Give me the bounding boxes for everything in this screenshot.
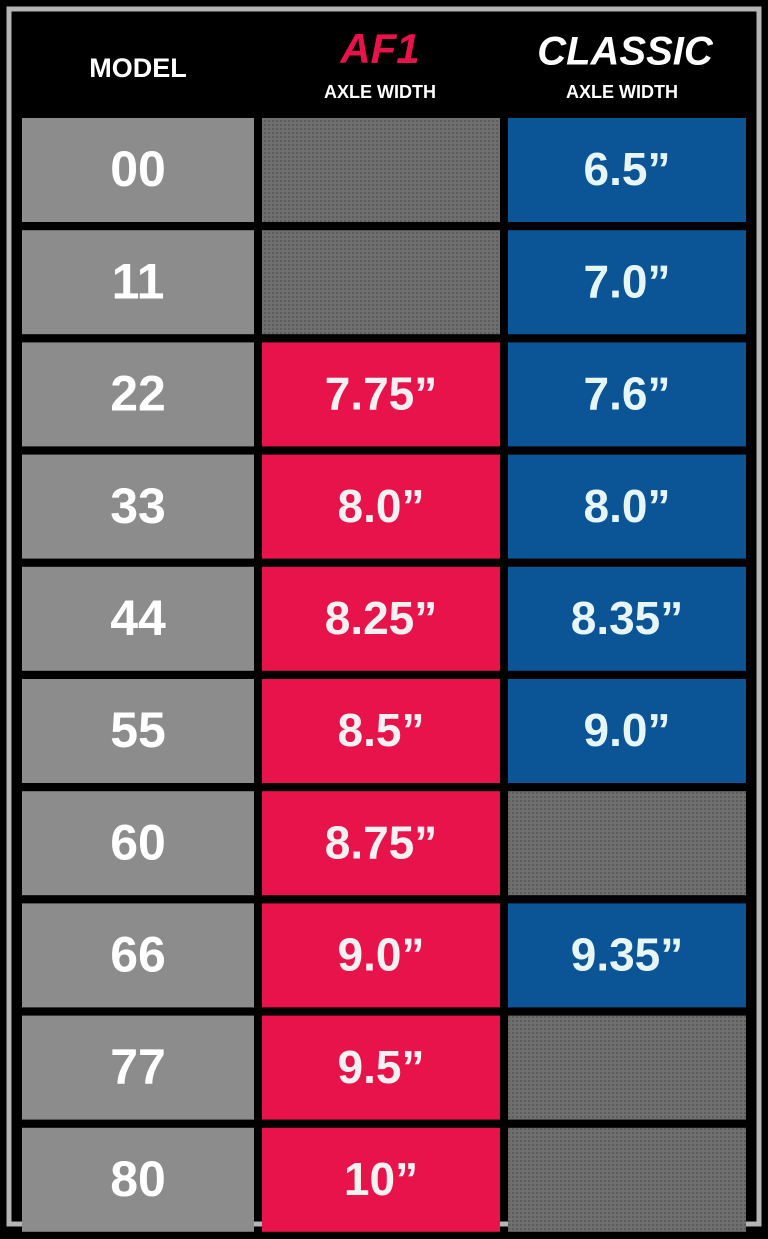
af1-value: 8.75” xyxy=(325,816,438,868)
model-cell xyxy=(22,1127,254,1232)
af1-cell xyxy=(262,679,500,783)
af1-cell xyxy=(262,566,500,671)
classic-value: 8.35” xyxy=(571,592,684,644)
af1-value: 8.0” xyxy=(338,480,425,532)
model-cell xyxy=(22,566,254,671)
af1-value: 9.0” xyxy=(338,929,425,981)
af1-cell xyxy=(262,454,500,559)
classic-cell xyxy=(508,1127,746,1232)
model-cell xyxy=(22,454,254,559)
af1-cell xyxy=(262,1015,500,1120)
af1-value: 7.75” xyxy=(325,368,438,420)
af1-cell xyxy=(262,791,500,896)
classic-cell xyxy=(508,566,746,671)
classic-value: 7.0” xyxy=(584,255,671,307)
model-cell xyxy=(22,791,254,896)
classic-value: 8.0” xyxy=(584,480,671,532)
classic-cell xyxy=(508,679,746,783)
classic-cell xyxy=(508,791,746,896)
classic-cell xyxy=(508,454,746,559)
model-value: 00 xyxy=(110,141,166,197)
model-cell xyxy=(22,118,254,222)
classic-cell xyxy=(508,1015,746,1120)
model-cell xyxy=(22,903,254,1008)
classic-value: 6.5” xyxy=(584,143,671,195)
model-value: 66 xyxy=(110,927,166,983)
classic-title: CLASSIC xyxy=(537,30,714,74)
af1-value: 8.5” xyxy=(338,704,425,756)
classic-cell xyxy=(508,342,746,447)
classic-value: 9.35” xyxy=(571,929,684,981)
model-value: 44 xyxy=(110,590,166,646)
model-header: MODEL xyxy=(89,53,187,83)
af1-cell xyxy=(262,342,500,447)
af1-cell xyxy=(262,903,500,1008)
model-value: 33 xyxy=(110,478,166,534)
classic-cell xyxy=(508,118,746,222)
af1-cell xyxy=(262,230,500,335)
af1-subtitle: AXLE WIDTH xyxy=(324,82,436,102)
af1-value: 9.5” xyxy=(338,1041,425,1093)
classic-cell xyxy=(508,230,746,335)
model-value: 11 xyxy=(112,253,165,309)
classic-subtitle: AXLE WIDTH xyxy=(566,82,678,102)
model-value: 55 xyxy=(110,702,166,758)
af1-value: 8.25” xyxy=(325,592,438,644)
model-value: 80 xyxy=(110,1151,166,1207)
model-value: 77 xyxy=(110,1039,166,1095)
classic-value: 9.0” xyxy=(584,704,671,756)
model-cell xyxy=(22,230,254,335)
table-body: 00 6.5” 11 7.0” 22 7.75” 7.6” 33 8.0” 8.0” 44 8.25”… xyxy=(22,118,746,1232)
af1-cell xyxy=(262,118,500,222)
af1-cell xyxy=(262,1127,500,1232)
model-value: 22 xyxy=(110,366,166,422)
model-value: 60 xyxy=(110,814,166,870)
classic-value: 7.6” xyxy=(584,368,671,420)
model-cell xyxy=(22,679,254,783)
model-cell xyxy=(22,342,254,447)
af1-value: 10” xyxy=(344,1153,418,1205)
af1-title: AF1 xyxy=(339,25,419,72)
classic-cell xyxy=(508,903,746,1008)
model-cell xyxy=(22,1015,254,1120)
